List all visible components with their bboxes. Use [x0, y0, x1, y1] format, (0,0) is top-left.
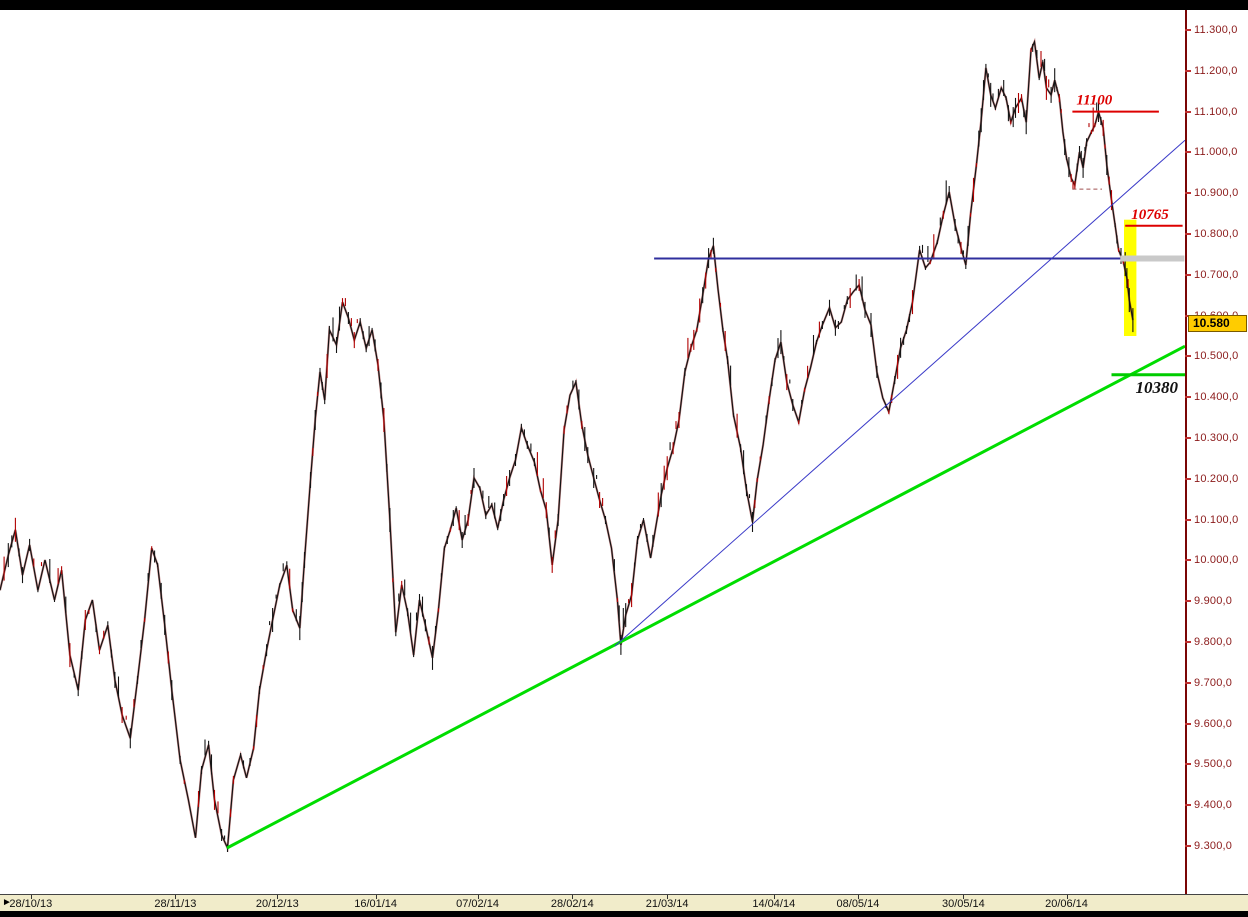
price-axis-label: 10.400,0 [1194, 391, 1239, 404]
price-axis-tick [1185, 722, 1191, 725]
price-axis-label: 10.100,0 [1194, 513, 1239, 526]
price-axis-label: 11.200,0 [1194, 64, 1238, 77]
price-axis-label: 11.100,0 [1194, 105, 1238, 118]
price-chart-canvas[interactable]: 11100 10765 10380 [0, 10, 1195, 894]
window-bottom-bar [0, 911, 1248, 917]
annotation-breakdown-highlight [1124, 219, 1137, 336]
price-axis-tick [1185, 396, 1191, 399]
annotation-label-target-10380: 10380 [1136, 378, 1179, 397]
time-axis-label: 28/10/13 [9, 898, 53, 910]
time-axis-label: 14/04/14 [752, 898, 796, 910]
price-axis-label: 9.300,0 [1194, 840, 1233, 852]
price-axis[interactable]: 10.580 11.300,0 11.200,0 11.100,0 11.000,0 1… [1185, 10, 1248, 894]
time-axis-label: 28/11/13 [154, 898, 197, 910]
scroll-left-button[interactable]: ► [2, 897, 12, 908]
price-axis-tick [1185, 845, 1191, 847]
price-axis-tick [1185, 681, 1191, 684]
price-axis-tick [1185, 559, 1191, 562]
time-axis-tick [375, 895, 377, 899]
price-axis-tick [1185, 233, 1191, 235]
price-axis-tick [1185, 477, 1191, 480]
time-axis-tick [773, 895, 775, 899]
time-axis-label: 28/02/14 [550, 898, 594, 910]
price-axis-label: 11.000,0 [1194, 146, 1238, 159]
time-axis-tick [963, 895, 965, 899]
price-axis-tick [1185, 29, 1191, 31]
price-axis-tick [1185, 69, 1191, 72]
price-axis-label: 9.400,0 [1194, 799, 1233, 812]
time-axis-tick [175, 895, 177, 899]
price-series-shadow [0, 37, 1134, 853]
last-price-badge: 10.580 [1188, 314, 1247, 332]
chart-plot-area[interactable]: 11100 10765 10380 [0, 10, 1195, 894]
price-axis-label: 10.900,0 [1194, 187, 1239, 200]
price-axis-tick [1185, 151, 1191, 154]
annotation-secondary-uptrend-line [614, 139, 1186, 647]
time-axis-tick [1066, 895, 1068, 899]
time-axis-label: 08/05/14 [836, 898, 880, 910]
price-axis-label: 10.000,0 [1194, 554, 1239, 567]
price-axis-label: 10.300,0 [1194, 432, 1239, 444]
price-axis-tick [1185, 355, 1191, 358]
time-axis[interactable]: ► 28/10/13 28/11/13 20/12/13 16/01/14 07/02/… [0, 894, 1248, 911]
time-axis-label: 30/05/14 [941, 898, 985, 910]
price-series [0, 37, 1134, 853]
window-top-bar [0, 0, 1248, 10]
time-axis-tick [857, 895, 859, 899]
price-axis-tick [1185, 600, 1191, 603]
price-axis-tick [1185, 763, 1191, 766]
price-axis-label: 9.700,0 [1194, 676, 1233, 689]
annotation-label-level-10765: 10765 [1131, 207, 1169, 223]
annotation-primary-uptrend-line [226, 344, 1186, 850]
time-axis-label: 20/06/14 [1045, 898, 1088, 910]
price-axis-label: 11.300,0 [1194, 24, 1238, 36]
price-axis-tick [1185, 192, 1191, 195]
price-axis-tick [1185, 437, 1191, 439]
time-axis-tick [277, 895, 279, 899]
annotation-label-resistance-11100: 11100 [1076, 93, 1112, 109]
price-series-bars [3, 43, 1134, 852]
price-series-line [0, 39, 1134, 851]
time-axis-label: 20/12/13 [255, 898, 299, 910]
price-axis-label: 9.900,0 [1194, 595, 1233, 608]
price-axis-tick [1185, 110, 1191, 113]
time-axis-tick [572, 895, 574, 899]
price-axis-tick [1185, 518, 1191, 521]
time-axis-label: 21/03/14 [645, 898, 689, 910]
price-axis-tick [1185, 273, 1191, 276]
time-axis-tick [667, 895, 669, 899]
price-axis-label: 9.500,0 [1194, 758, 1233, 771]
price-axis-tick [1185, 804, 1191, 807]
time-axis-label: 16/01/14 [354, 898, 398, 910]
price-axis-label: 9.800,0 [1194, 636, 1233, 648]
price-axis-tick [1185, 641, 1191, 643]
price-axis-label: 9.600,0 [1194, 717, 1233, 730]
price-axis-label: 10.500,0 [1194, 350, 1239, 363]
time-axis-label: 07/02/14 [456, 898, 499, 910]
time-axis-tick [477, 895, 479, 899]
price-axis-label: 10.800,0 [1194, 228, 1239, 240]
price-axis-label: 10.200,0 [1194, 472, 1239, 485]
time-axis-tick [30, 895, 32, 899]
price-axis-label: 10.700,0 [1194, 268, 1239, 281]
